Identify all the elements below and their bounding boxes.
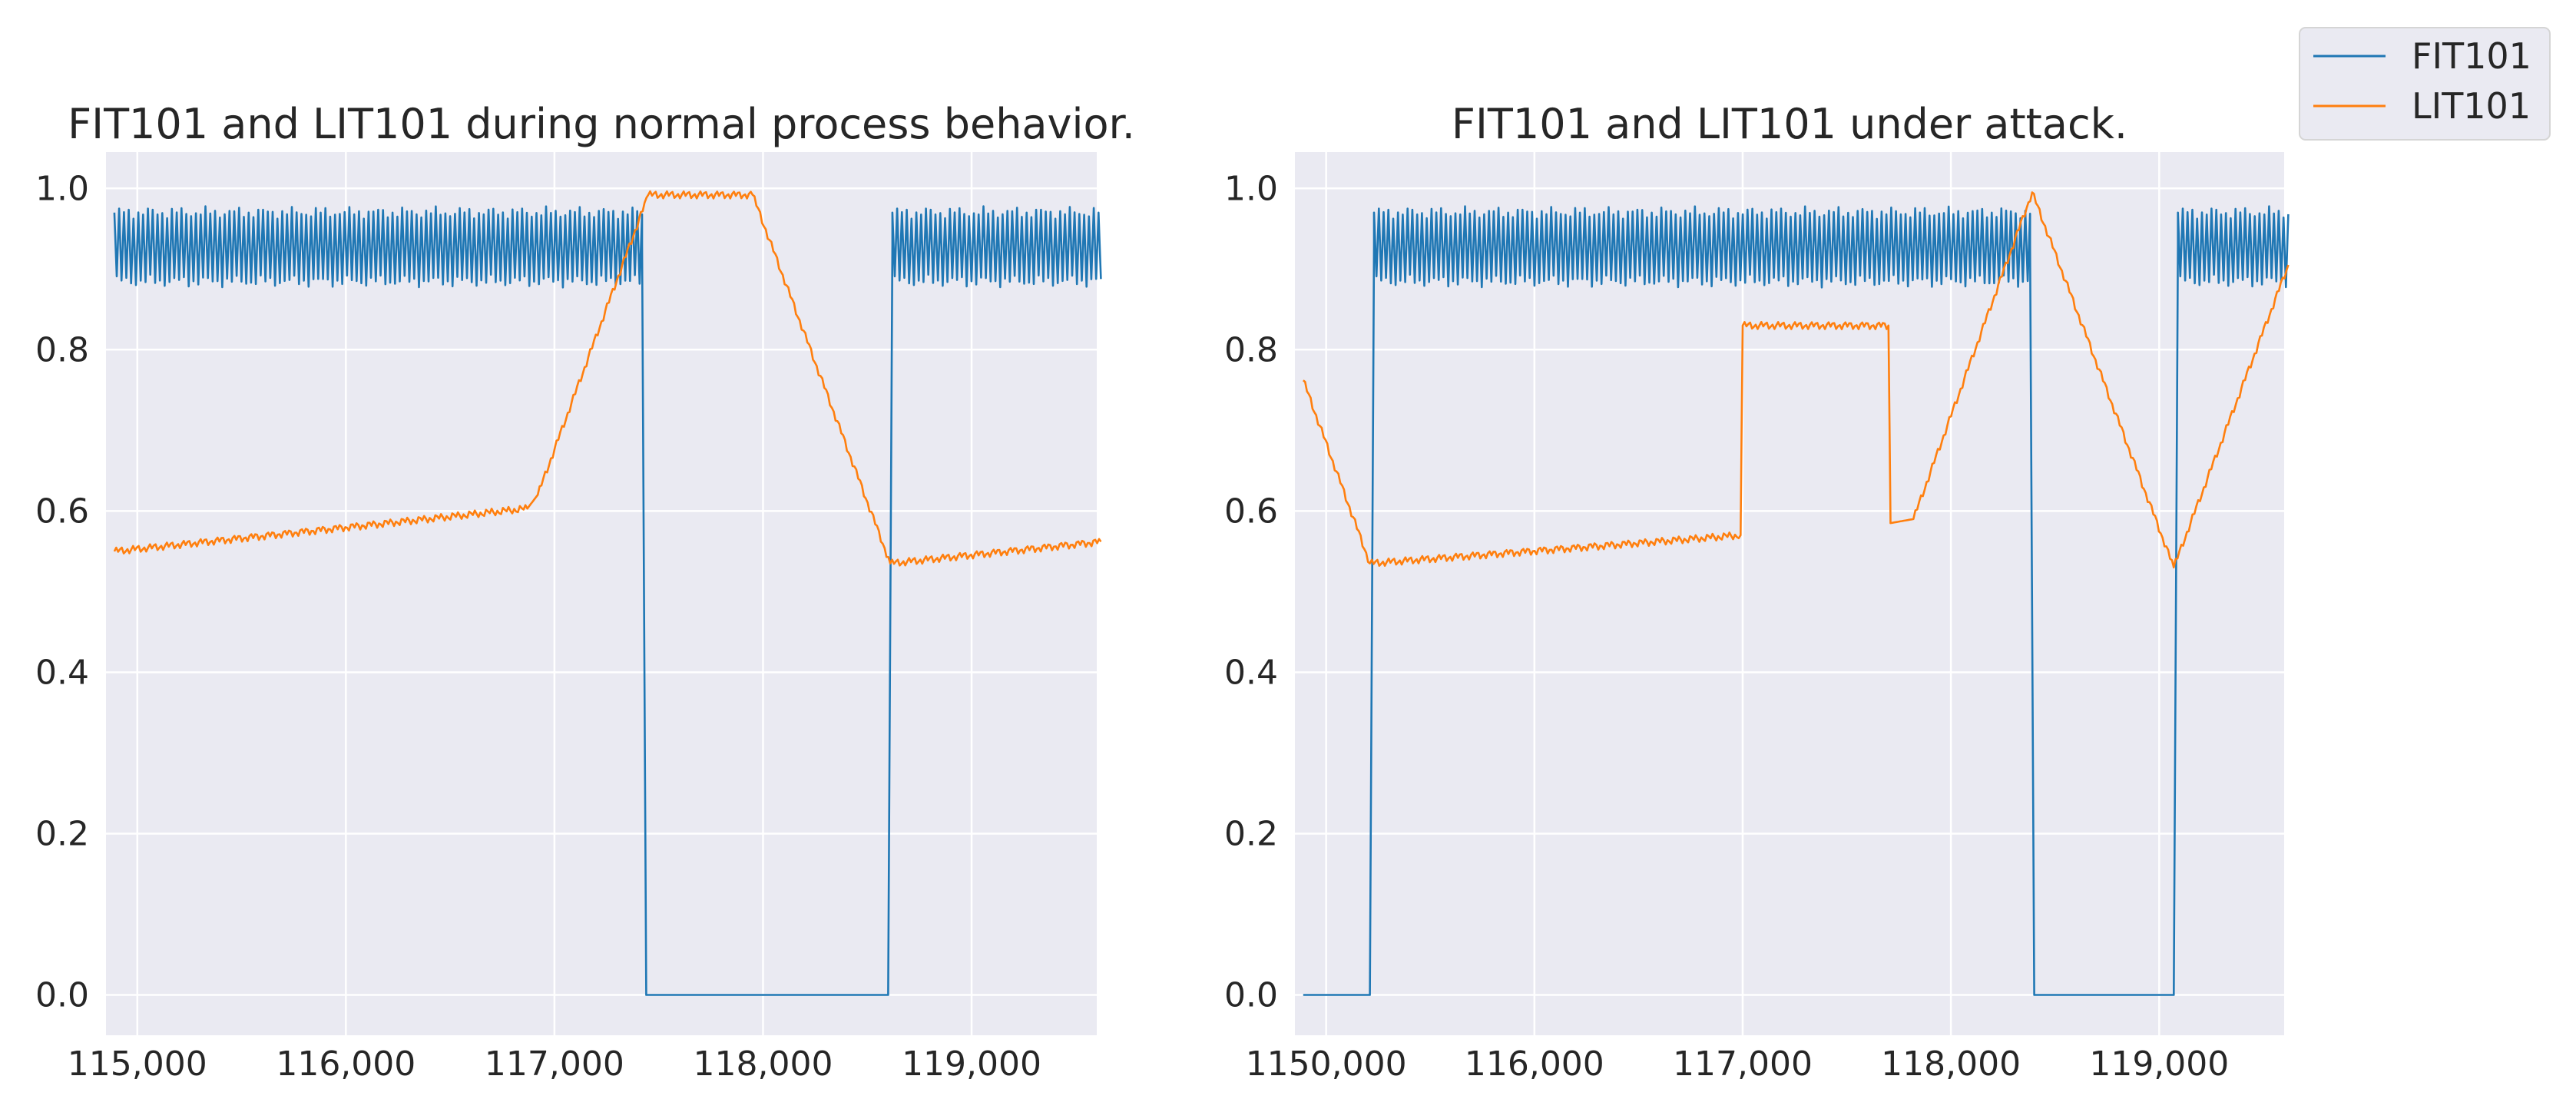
y-tick-label: 0.0 bbox=[1224, 975, 1278, 1015]
y-tick-label: 0.8 bbox=[1224, 330, 1278, 369]
series-line-lit101 bbox=[1302, 191, 2290, 569]
legend-label-lit101: LIT101 bbox=[2412, 85, 2531, 127]
x-tick-label: 117,000 bbox=[485, 1044, 624, 1084]
legend-label-fit101: FIT101 bbox=[2412, 35, 2531, 77]
series-line-fit101 bbox=[1303, 205, 2290, 996]
series-attack bbox=[1302, 191, 2290, 996]
y-tick-label: 1.0 bbox=[35, 169, 89, 208]
series-line-fit101 bbox=[113, 205, 1102, 996]
x-tick-label: 119,000 bbox=[2089, 1044, 2229, 1084]
y-tick-label: 0.2 bbox=[1224, 814, 1278, 853]
plot-area-normal bbox=[106, 152, 1097, 1035]
y-tick-label: 0.8 bbox=[35, 330, 89, 369]
chart-normal-behavior: 0.0 0.2 0.4 0.6 0.8 1.0 115,000 116,000 117,000 1… bbox=[35, 100, 1135, 1084]
x-tick-label: 118,000 bbox=[1881, 1044, 2021, 1084]
gridlines-normal bbox=[106, 152, 1097, 1035]
series-line-lit101 bbox=[113, 190, 1102, 567]
x-tick-label: 118,000 bbox=[693, 1044, 833, 1084]
y-tick-label: 0.2 bbox=[35, 814, 89, 853]
y-tick-label: 0.4 bbox=[35, 653, 89, 692]
chart-under-attack: 0.0 0.2 0.4 0.6 0.8 1.0 1150,000 116,000 117,000… bbox=[1224, 100, 2290, 1084]
series-normal bbox=[113, 190, 1102, 996]
x-tick-label: 119,000 bbox=[902, 1044, 1041, 1084]
chart-title-attack: FIT101 and LIT101 under attack. bbox=[1452, 100, 2127, 148]
x-tick-label: 116,000 bbox=[1465, 1044, 1604, 1084]
legend: FIT101 LIT101 bbox=[2299, 27, 2551, 141]
y-tick-label: 0.6 bbox=[35, 492, 89, 531]
plot-area-attack bbox=[1295, 152, 2284, 1035]
x-tick-label: 117,000 bbox=[1673, 1044, 1813, 1084]
chart-title-normal: FIT101 and LIT101 during normal process … bbox=[68, 100, 1135, 148]
tick-labels-attack: 0.0 0.2 0.4 0.6 0.8 1.0 1150,000 116,000 117,000… bbox=[1224, 169, 2229, 1084]
y-tick-label: 0.0 bbox=[35, 975, 89, 1015]
tick-labels-normal: 0.0 0.2 0.4 0.6 0.8 1.0 115,000 116,000 117,000 1… bbox=[35, 169, 1041, 1084]
x-tick-label: 115,000 bbox=[68, 1044, 207, 1084]
y-tick-label: 0.4 bbox=[1224, 653, 1278, 692]
x-tick-label: 116,000 bbox=[276, 1044, 416, 1084]
y-tick-label: 0.6 bbox=[1224, 492, 1278, 531]
y-tick-label: 1.0 bbox=[1224, 169, 1278, 208]
x-tick-label: 1150,000 bbox=[1246, 1044, 1407, 1084]
